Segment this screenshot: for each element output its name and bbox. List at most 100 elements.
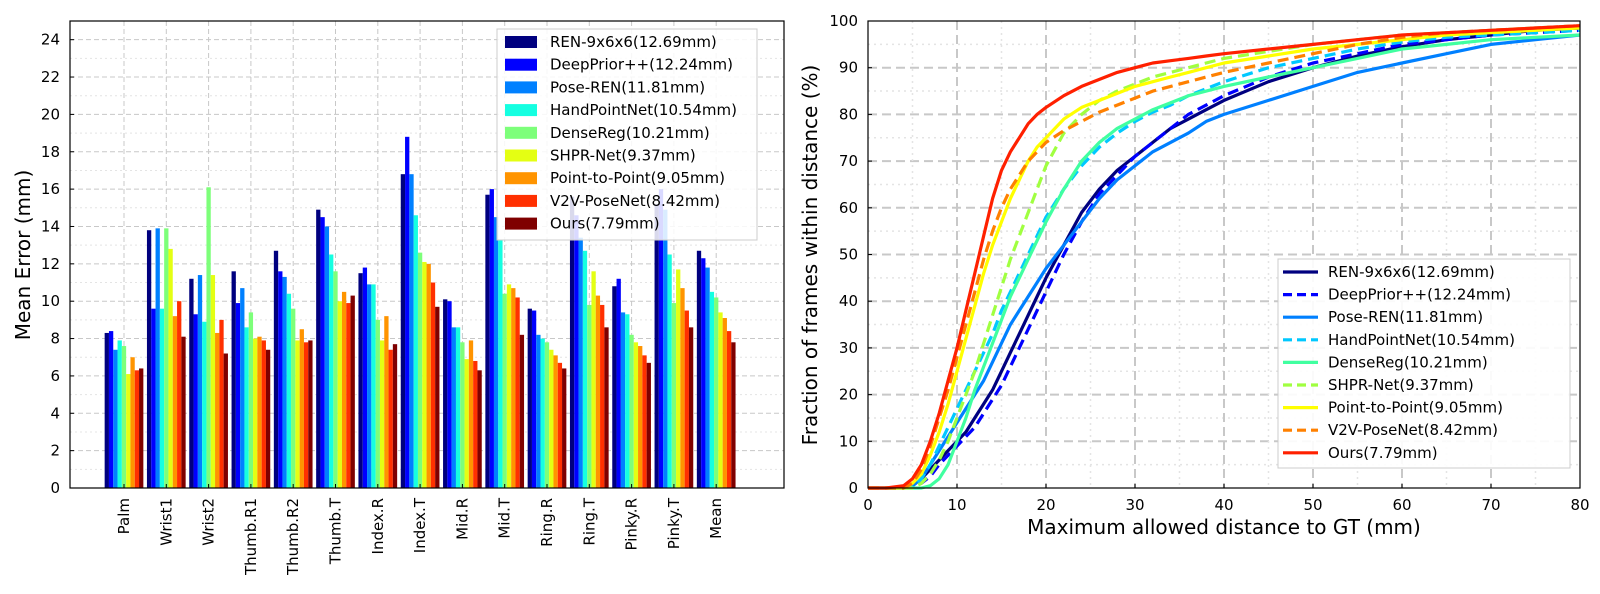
- bar-x-tick-label: Wrist2: [200, 498, 218, 546]
- line-series-path: [868, 28, 1581, 490]
- bar-legend-swatch: [505, 104, 537, 117]
- bar: [367, 284, 372, 488]
- bar: [620, 312, 626, 488]
- bar: [337, 301, 342, 488]
- bar: [684, 310, 689, 488]
- bar: [731, 342, 736, 488]
- line-x-tick-label: 60: [1392, 496, 1411, 514]
- bar: [544, 342, 550, 488]
- bar: [625, 314, 630, 488]
- bar-y-tick-label: 4: [50, 404, 60, 422]
- bar-legend-entry: SHPR-Net(9.37mm): [550, 147, 696, 165]
- bar-legend-entry: Point-to-Point(9.05mm): [550, 169, 725, 187]
- bar-x-tick-label: Index.T: [411, 497, 429, 553]
- bar-legend-swatch: [505, 149, 537, 162]
- bar-y-tick-label: 18: [41, 143, 60, 161]
- bar: [333, 271, 338, 488]
- bar: [253, 338, 258, 488]
- bar: [582, 250, 588, 488]
- bar-legend-swatch: [505, 58, 537, 71]
- bar-y-tick-label: 10: [41, 292, 60, 310]
- bar-x-tick-label: Mid.T: [496, 497, 514, 538]
- bar-legend-entry: DenseReg(10.21mm): [550, 124, 710, 142]
- bar: [409, 174, 414, 488]
- bar: [600, 304, 605, 488]
- bar: [616, 278, 621, 488]
- bar-chart-frame: [69, 20, 785, 489]
- bar-chart-legend: REN-9x6x6(12.69mm) DeepPrior++(12.24mm) Po…: [496, 28, 758, 241]
- line-y-tick-label: 90: [839, 59, 858, 77]
- bar: [400, 174, 406, 488]
- line-series-path: [868, 33, 1581, 490]
- bar-legend-entry: Pose-REN(11.81mm): [550, 78, 705, 96]
- bar: [658, 189, 664, 488]
- bar-y-tick-label: 12: [41, 255, 60, 273]
- bar: [455, 327, 461, 488]
- bar-x-tick-label: Thumb.T: [327, 497, 345, 565]
- line-x-tick-label: 30: [1125, 496, 1144, 514]
- bar: [231, 271, 236, 488]
- bar: [612, 286, 617, 488]
- line-y-tick-label: 0: [848, 479, 858, 497]
- bar: [493, 217, 499, 488]
- bar: [235, 303, 241, 488]
- bar-x-tick-label: Ring.R: [538, 498, 556, 547]
- bar: [578, 237, 583, 488]
- bar: [244, 327, 249, 488]
- bar: [257, 336, 262, 488]
- line-y-tick-label: 100: [829, 12, 858, 30]
- bar: [164, 228, 169, 488]
- bar: [121, 346, 127, 488]
- line-series-path: [868, 28, 1581, 490]
- line-x-tick-label: 20: [1036, 496, 1055, 514]
- bar: [688, 327, 694, 488]
- bar: [316, 209, 321, 488]
- bar: [405, 136, 410, 489]
- line-series-path: [868, 26, 1581, 490]
- bar: [139, 368, 144, 488]
- line-chart-ticks: 0 10 20 30 40 50 60 70 80 90 100 0 10 20 30 40 50 60 70 80: [829, 12, 1589, 514]
- bar-legend-entry: HandPointNet(10.54mm): [550, 101, 737, 119]
- bar-legend-swatch: [505, 194, 537, 207]
- line-chart-legend: REN-9x6x6(12.69mm) DeepPrior++(12.24mm) Po…: [1277, 258, 1571, 469]
- bar-legend-entry: Ours(7.79mm): [550, 215, 660, 233]
- bar: [430, 282, 436, 488]
- bar: [303, 342, 309, 488]
- bar: [506, 284, 512, 488]
- bar: [358, 273, 363, 488]
- bar: [536, 334, 541, 488]
- bar: [206, 187, 211, 488]
- line-chart-x-axis-label: Maximum allowed distance to GT (mm): [1027, 515, 1421, 539]
- bar: [638, 346, 643, 488]
- bar: [595, 295, 601, 488]
- bar: [295, 340, 300, 488]
- line-y-tick-label: 70: [839, 152, 858, 170]
- bar: [104, 332, 109, 488]
- line-y-tick-label: 60: [839, 199, 858, 217]
- line-x-tick-label: 40: [1214, 496, 1233, 514]
- line-x-tick-label: 80: [1570, 496, 1589, 514]
- bar: [388, 349, 393, 488]
- bar-y-tick-label: 24: [41, 31, 60, 49]
- bar-chart-bars: [104, 136, 736, 489]
- bar: [519, 334, 525, 488]
- line-x-tick-label: 10: [947, 496, 966, 514]
- bar: [726, 331, 732, 488]
- bar: [329, 254, 334, 488]
- bar: [473, 360, 478, 488]
- bar: [159, 308, 165, 488]
- bar: [181, 336, 186, 488]
- line-y-tick-label: 10: [839, 432, 858, 450]
- bar: [341, 291, 347, 488]
- bar: [193, 314, 198, 488]
- bar: [654, 204, 659, 488]
- bar-x-tick-label: Pinky.T: [665, 497, 683, 549]
- bar-x-tick-label: Thumb.R2: [284, 498, 302, 576]
- bar: [633, 342, 639, 488]
- bar: [177, 301, 182, 488]
- line-x-tick-label: 70: [1481, 496, 1500, 514]
- bar-x-tick-label: Wrist1: [157, 498, 175, 546]
- bar: [134, 370, 140, 488]
- bar-x-tick-label: Mean: [707, 498, 725, 539]
- bar: [464, 359, 469, 488]
